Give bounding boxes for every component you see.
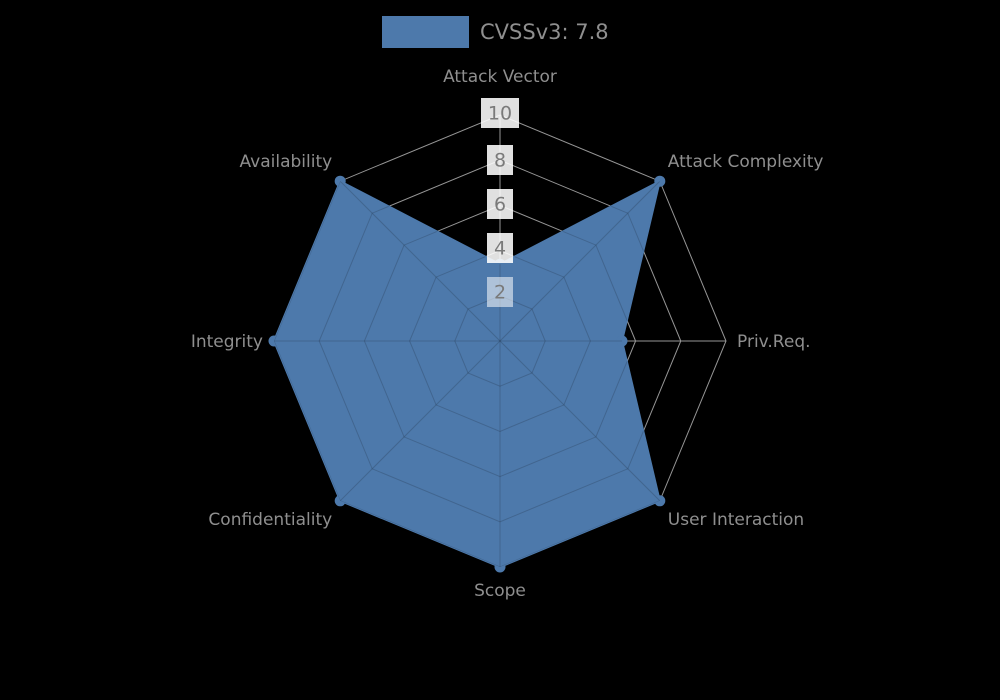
radar-vertex-dot (268, 335, 280, 347)
grid-ring (454, 295, 546, 387)
legend-swatch (382, 16, 469, 48)
radial-tick-box (487, 233, 513, 263)
radar-vertex-dot (654, 175, 666, 187)
radar-axis-label: Attack Complexity (668, 152, 824, 172)
radial-tick-box (487, 189, 513, 219)
grid-spoke (499, 340, 660, 502)
grid-ring (363, 204, 637, 478)
legend-label: CVSSv3: 7.8 (480, 20, 609, 44)
radar-vertex-dot (334, 175, 346, 187)
radar-axis-label: Priv.Req. (737, 332, 811, 352)
radar-axis-label: Attack Vector (443, 67, 557, 87)
radar-axis-label: User Interaction (668, 510, 804, 530)
chart-legend: CVSSv3: 7.8 (382, 16, 609, 48)
radial-tick-label: 2 (494, 282, 506, 304)
radial-tick-label: 6 (494, 194, 506, 216)
radial-tick-box (481, 98, 519, 128)
radar-axis-label: Integrity (191, 332, 263, 352)
radar-axis-label: Scope (474, 581, 526, 601)
radar-vertex-dot (654, 495, 666, 507)
grid-spoke (339, 181, 501, 342)
radar-vertex-dot (616, 335, 628, 347)
radar-vertex-dot (494, 561, 506, 573)
radial-tick-box (487, 145, 513, 175)
grid-spoke (339, 340, 501, 502)
grid-ring (409, 250, 591, 432)
radar-vertex-dot (334, 495, 346, 507)
radial-tick-box (487, 277, 513, 307)
radial-tick-label: 10 (488, 103, 512, 125)
grid-spoke (499, 181, 660, 342)
radial-tick-label: 4 (494, 238, 506, 260)
radar-axis-label: Availability (240, 152, 333, 172)
radial-tick-label: 8 (494, 150, 506, 172)
radar-axis-label: Confidentiality (208, 510, 332, 530)
